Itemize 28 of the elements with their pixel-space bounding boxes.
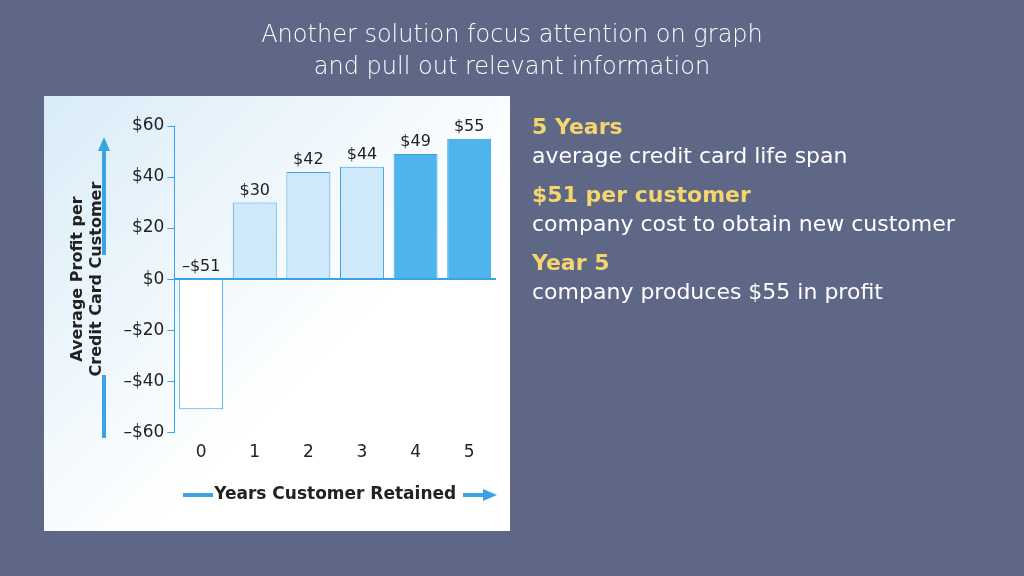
x-tick-label: 5	[463, 440, 475, 461]
y-tick-label: –$40	[123, 369, 165, 390]
x-tick-label: 1	[249, 440, 261, 461]
y-tick-label: $60	[131, 114, 165, 135]
y-tick-label: $40	[131, 165, 165, 186]
data-label: –$51	[181, 256, 221, 276]
text: average credit card life span	[532, 143, 849, 168]
text: company cost to obtain new customer	[532, 211, 956, 236]
chart-title: Another solution focus attention on graph and pull out relevant information	[260, 19, 764, 82]
x-tick-label: 3	[356, 440, 368, 461]
x-tick-label: 4	[410, 440, 421, 461]
y-tick-label: $20	[131, 216, 165, 237]
data-label: $30	[239, 179, 271, 199]
y-tick-label: –$20	[123, 318, 165, 339]
text: 5 Years	[532, 114, 624, 139]
text: Year 5	[532, 250, 611, 275]
data-label: $49	[400, 131, 431, 151]
y-axis-title: Average Profit per Credit Card Customer	[66, 181, 105, 377]
x-tick-label: 0	[195, 440, 207, 461]
data-label: $42	[293, 149, 324, 169]
text: company produces $55 in profit	[532, 279, 884, 304]
x-axis-title: Years Customer Retained	[213, 483, 457, 504]
data-label: $55	[453, 115, 485, 135]
y-tick-label: –$60	[123, 420, 165, 441]
data-label: $44	[346, 143, 378, 163]
y-tick-label: $0	[142, 267, 165, 288]
text: $51 per customer	[532, 182, 752, 207]
x-tick-label: 2	[302, 440, 314, 461]
